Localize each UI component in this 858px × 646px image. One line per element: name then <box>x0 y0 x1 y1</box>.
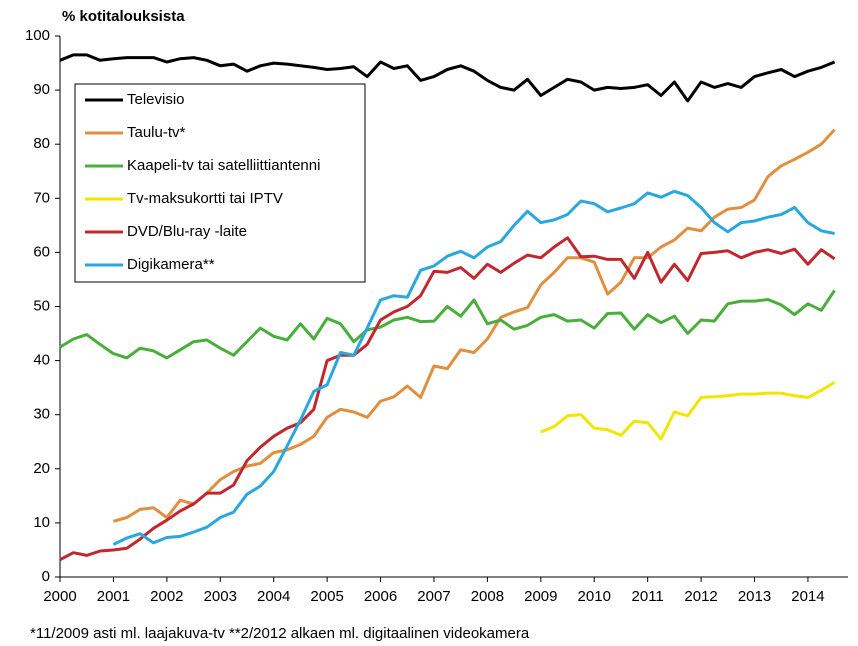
x-tick-label: 2014 <box>791 588 824 605</box>
series-line <box>59 236 836 562</box>
x-tick-label: 2007 <box>417 588 450 605</box>
x-tick-label: 2000 <box>43 588 76 605</box>
series-line <box>112 128 836 523</box>
x-tick-label: 2009 <box>524 588 557 605</box>
x-tick-label: 2008 <box>471 588 504 605</box>
legend-label: Digikamera** <box>127 256 215 273</box>
x-tick-label: 2012 <box>684 588 717 605</box>
legend-label: Televisio <box>127 91 185 108</box>
y-tick-label: 90 <box>33 81 50 98</box>
legend-label: Taulu-tv* <box>127 124 186 141</box>
y-tick-label: 0 <box>42 568 50 585</box>
legend-label: Kaapeli-tv tai satelliittiantenni <box>127 157 320 174</box>
x-tick-label: 2010 <box>578 588 611 605</box>
series-line <box>59 53 836 103</box>
legend-label: Tv-maksukortti tai IPTV <box>127 190 283 207</box>
y-tick-label: 100 <box>25 27 50 44</box>
x-tick-label: 2001 <box>97 588 130 605</box>
y-tick-label: 80 <box>33 135 50 152</box>
legend-box <box>74 83 366 283</box>
x-tick-label: 2004 <box>257 588 290 605</box>
y-tick-label: 30 <box>33 406 50 423</box>
y-tick-label: 10 <box>33 514 50 531</box>
footnote: *11/2009 asti ml. laajakuva-tv **2/2012 … <box>30 625 530 642</box>
x-tick-label: 2006 <box>364 588 397 605</box>
chart-title: % kotitalouksista <box>62 8 185 25</box>
y-tick-label: 60 <box>33 243 50 260</box>
y-tick-label: 20 <box>33 460 50 477</box>
series-line <box>59 289 836 360</box>
x-tick-label: 2005 <box>310 588 343 605</box>
y-tick-label: 70 <box>33 189 50 206</box>
series-line <box>112 189 835 546</box>
y-tick-label: 50 <box>33 297 50 314</box>
x-tick-label: 2013 <box>738 588 771 605</box>
legend-label: DVD/Blu-ray -laite <box>127 223 247 240</box>
x-tick-label: 2002 <box>150 588 183 605</box>
x-tick-label: 2003 <box>204 588 237 605</box>
series-line <box>540 380 836 441</box>
y-tick-label: 40 <box>33 352 50 369</box>
x-tick-label: 2011 <box>632 588 664 605</box>
